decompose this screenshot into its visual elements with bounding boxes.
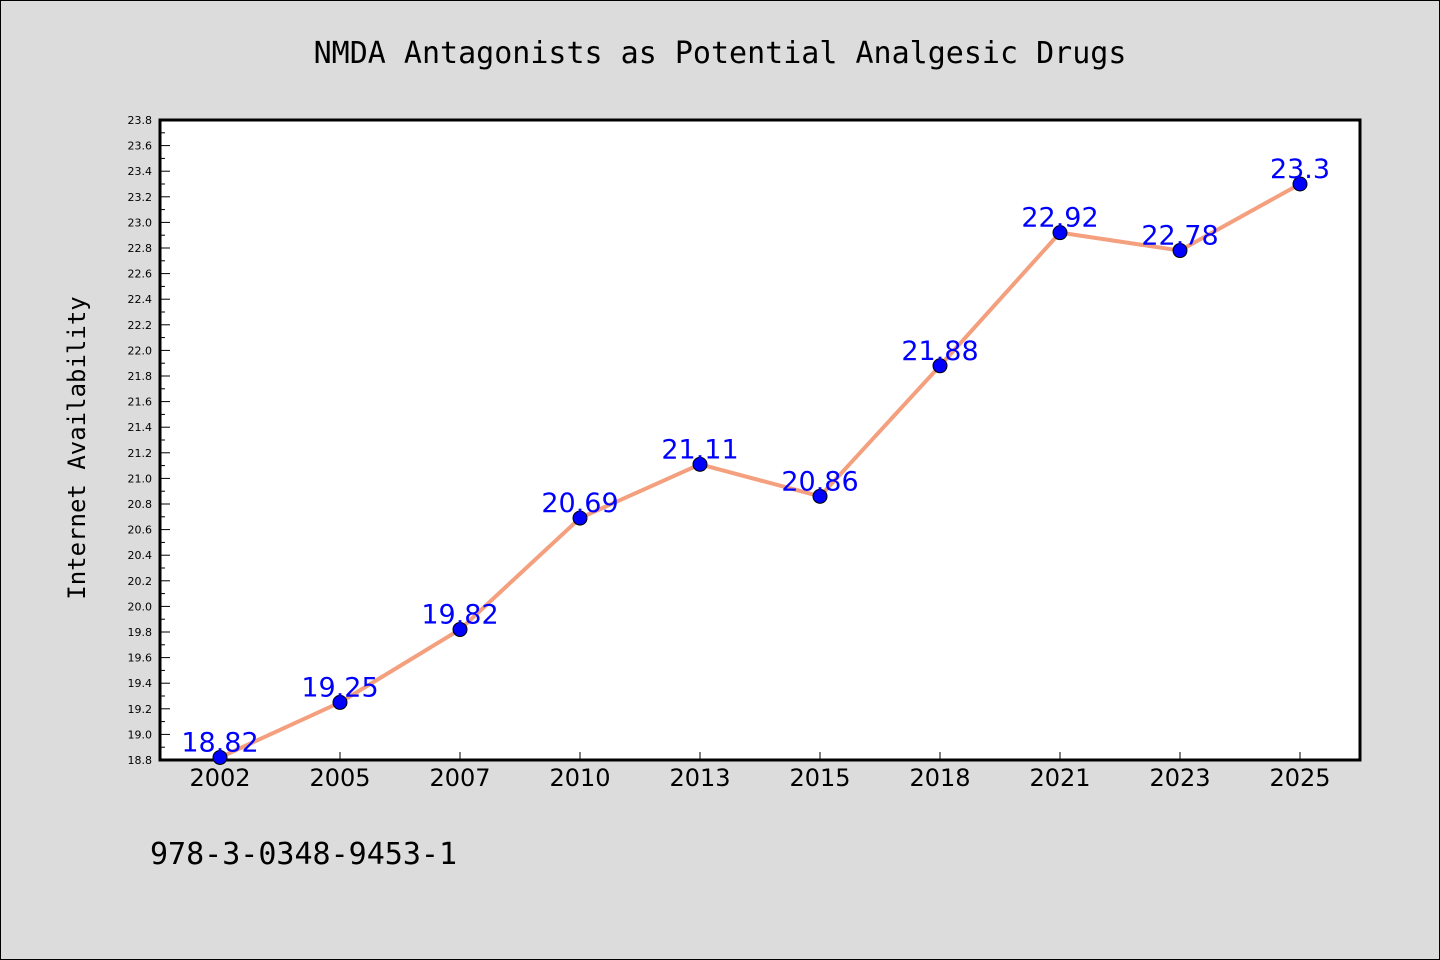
y-tick-label: 20.4 xyxy=(128,549,153,562)
data-label: 18.82 xyxy=(181,727,258,758)
y-tick-label: 18.8 xyxy=(128,754,153,767)
y-tick-label: 22.6 xyxy=(128,268,153,281)
y-tick-label: 21.0 xyxy=(128,472,153,485)
y-tick-label: 21.6 xyxy=(128,396,153,409)
plot-area xyxy=(158,118,1362,762)
data-label: 22.78 xyxy=(1141,221,1218,252)
data-point xyxy=(812,488,828,504)
y-tick-label: 22.2 xyxy=(128,319,153,332)
x-tick-label: 2013 xyxy=(669,764,730,792)
y-tick-label: 22.8 xyxy=(128,242,153,255)
y-tick-label: 22.0 xyxy=(128,344,153,357)
series-line xyxy=(218,182,1302,760)
y-tick-label: 23.0 xyxy=(128,216,153,229)
data-label: 21.88 xyxy=(901,336,978,367)
x-tick-label: 2025 xyxy=(1269,764,1330,792)
x-tick-label: 2007 xyxy=(429,764,490,792)
y-tick-label: 20.0 xyxy=(128,600,153,613)
y-tick-label: 19.4 xyxy=(128,677,153,690)
y-tick-label: 19.0 xyxy=(128,728,153,741)
data-point xyxy=(212,749,228,765)
data-label: 19.25 xyxy=(301,672,378,703)
y-tick-label: 19.6 xyxy=(128,652,153,665)
x-tick-label: 2015 xyxy=(789,764,850,792)
data-point xyxy=(932,358,948,374)
data-label: 22.92 xyxy=(1021,203,1098,234)
isbn-footer: 978-3-0348-9453-1 xyxy=(150,837,457,872)
data-point xyxy=(692,456,708,472)
y-tick-label: 23.2 xyxy=(128,191,153,204)
data-point xyxy=(332,694,348,710)
data-point xyxy=(572,510,588,526)
y-tick-label: 21.8 xyxy=(128,370,153,383)
series-layer: 18.82 19.25 19.82 20.69 21.11 20.86 21.88 22.92… xyxy=(181,154,1330,765)
y-tick-label: 20.8 xyxy=(128,498,153,511)
data-label: 20.86 xyxy=(781,466,858,497)
y-tick-label: 23.6 xyxy=(128,140,153,153)
x-tick-label: 2023 xyxy=(1149,764,1210,792)
x-tick-label: 2018 xyxy=(909,764,970,792)
y-tick-label: 19.8 xyxy=(128,626,153,639)
x-tick-label: 2021 xyxy=(1029,764,1090,792)
y-tick-label: 23.4 xyxy=(128,165,153,178)
data-point xyxy=(1292,176,1308,192)
y-axis-label: Internet Availability xyxy=(63,296,91,599)
chart-title: NMDA Antagonists as Potential Analgesic … xyxy=(314,36,1127,71)
x-axis-ticks: 2002 2005 2007 2010 2013 2015 2018 2021 2023 2025 xyxy=(189,752,1331,792)
data-label: 21.11 xyxy=(661,434,738,465)
x-tick-label: 2002 xyxy=(189,764,250,792)
y-axis-ticks: 18.8 19.0 19.2 19.4 19.6 19.8 20.0 20.2 20.4 20.6… xyxy=(128,114,170,767)
data-label: 19.82 xyxy=(421,599,498,630)
data-point xyxy=(1172,243,1188,259)
data-point xyxy=(452,621,468,637)
data-label: 23.3 xyxy=(1270,154,1330,185)
y-tick-label: 20.2 xyxy=(128,575,153,588)
y-tick-label: 20.6 xyxy=(128,524,153,537)
y-tick-label: 22.4 xyxy=(128,293,153,306)
data-label: 20.69 xyxy=(541,488,618,519)
x-tick-label: 2010 xyxy=(549,764,610,792)
y-tick-label: 19.2 xyxy=(128,703,153,716)
y-tick-label: 21.2 xyxy=(128,447,153,460)
y-tick-label: 23.8 xyxy=(128,114,153,127)
x-tick-label: 2005 xyxy=(309,764,370,792)
y-tick-label: 21.4 xyxy=(128,421,153,434)
data-point xyxy=(1052,225,1068,241)
